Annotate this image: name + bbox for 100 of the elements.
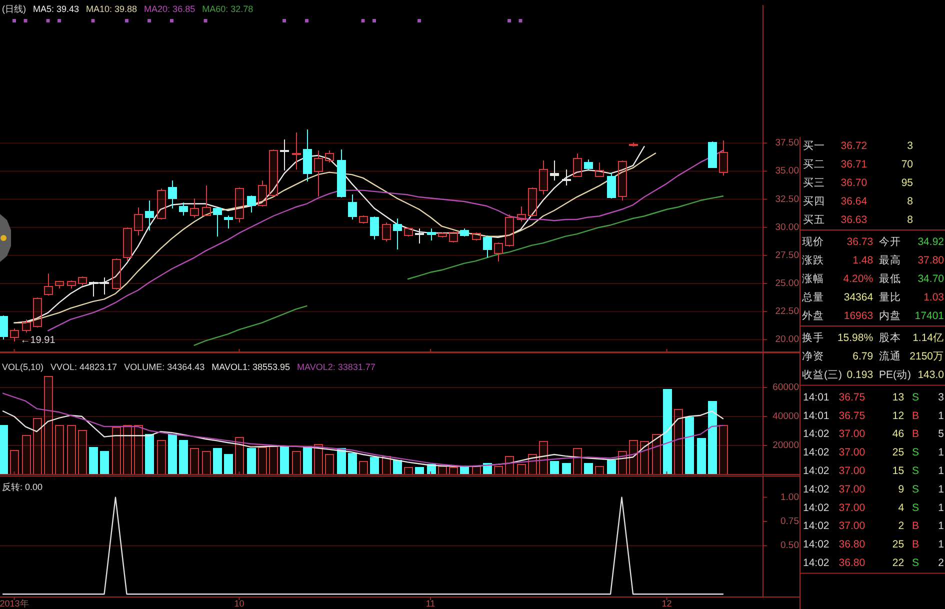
- bar: [595, 466, 604, 474]
- bar: [168, 434, 177, 474]
- candlestick: [382, 222, 391, 242]
- text: 涨幅 4.20% 最低 34.70: [802, 273, 944, 285]
- candlestick: [629, 142, 638, 147]
- candlestick: [370, 216, 379, 240]
- candlestick: [55, 281, 64, 289]
- bar: [224, 454, 233, 474]
- bar: [269, 446, 278, 474]
- annotation: ←19.91: [20, 335, 56, 346]
- bar: [213, 448, 222, 474]
- candlestick: [483, 235, 492, 258]
- y-tick-label: 30.00: [775, 222, 799, 233]
- bar: [190, 448, 199, 474]
- candlestick: [449, 231, 458, 243]
- bar: [607, 460, 616, 474]
- candlestick: [157, 188, 166, 220]
- text: 14:02 37.00 9 S 1: [803, 483, 944, 496]
- candlestick: [337, 149, 346, 198]
- candlestick: [584, 159, 593, 171]
- line-series: [2, 410, 724, 467]
- candlestick: [427, 228, 436, 241]
- bar: [100, 451, 109, 474]
- bar: [157, 440, 166, 474]
- y-tick-label: 40000: [772, 411, 799, 422]
- candlestick: [292, 132, 301, 170]
- bar: [674, 409, 683, 474]
- candlestick: [213, 207, 222, 237]
- candlestick: [719, 140, 728, 176]
- candlestick: [595, 162, 604, 177]
- bar: [202, 451, 211, 474]
- bar: [55, 425, 64, 474]
- candlestick: [472, 232, 481, 241]
- text: 14:01 36.75 13 S 3: [803, 391, 944, 404]
- y-tick-label: 20.00: [775, 334, 799, 346]
- bar: [44, 376, 53, 474]
- text: 买四 36.64 8: [803, 195, 913, 208]
- bar: [112, 427, 121, 474]
- text: MAVOL2: 33831.77: [297, 362, 376, 372]
- bar: [292, 451, 301, 474]
- bar: [697, 438, 706, 474]
- text: 反转: 0.00: [2, 482, 43, 492]
- candlestick: [618, 160, 627, 201]
- bar: [134, 425, 143, 474]
- y-tick-label: 1.00: [780, 492, 799, 503]
- text: 换手 15.98% 股本 1.14亿: [802, 332, 944, 344]
- y-tick-label: 32.50: [775, 194, 799, 205]
- text: 总量 34364 量比 1.03: [802, 291, 944, 304]
- bar: [685, 417, 694, 474]
- y-tick-label: 20000: [772, 440, 799, 451]
- candlestick: [303, 129, 312, 182]
- candlestick: [325, 150, 334, 163]
- candlestick: [44, 273, 53, 296]
- candlestick: [415, 228, 424, 244]
- chart-title: (日线): [2, 4, 26, 14]
- text: MA5: 39.43: [32, 4, 80, 14]
- bar: [325, 454, 334, 474]
- bar: [179, 440, 188, 474]
- bar: [584, 463, 593, 474]
- annotation: VOLUME: 34364.43: [124, 362, 205, 372]
- text: MA10: 39.88: [86, 4, 138, 14]
- candlestick: [528, 187, 537, 217]
- candlestick: [202, 185, 211, 216]
- text: 14:02 37.00 4 S 1: [803, 502, 944, 514]
- bar: [438, 466, 447, 474]
- y-tick-label: 22.50: [775, 306, 799, 318]
- candlestick: [438, 232, 447, 238]
- line-series: [2, 392, 724, 467]
- bar: [415, 467, 424, 474]
- y-tick-label: 60000: [772, 382, 799, 393]
- y-tick-label: 35.00: [775, 166, 799, 177]
- candlestick: [247, 195, 256, 213]
- bar: [280, 446, 289, 474]
- candlestick: [562, 169, 571, 186]
- bar: [258, 447, 267, 474]
- candlestick: [708, 141, 717, 168]
- bar: [247, 448, 256, 474]
- text: 14:01 36.75 12 B 1: [803, 410, 944, 422]
- y-tick-label: 25.00: [775, 278, 799, 289]
- text: 14:02 36.80 22 S 2: [803, 557, 944, 569]
- candlestick: [10, 328, 19, 342]
- text: VOL(5,10): [2, 362, 44, 372]
- candlestick: [179, 202, 188, 216]
- bar: [123, 425, 132, 474]
- bar: [573, 448, 582, 474]
- text: 14:02 37.00 46 B 5: [803, 428, 944, 440]
- bar: [505, 456, 514, 474]
- candlestick: [460, 228, 469, 237]
- bar: [539, 441, 548, 474]
- text: 14:02 37.00 15 S 1: [803, 465, 944, 477]
- bar: [663, 389, 672, 474]
- y-tick-label: 0.75: [780, 516, 799, 527]
- annotation: VVOL: 44823.17: [50, 362, 118, 372]
- candlestick: [78, 276, 87, 286]
- candlestick: [539, 160, 548, 195]
- candlestick: [145, 200, 154, 231]
- bar: [89, 447, 98, 474]
- bar: [393, 460, 402, 474]
- candlestick: [573, 153, 582, 177]
- bar: [562, 463, 571, 474]
